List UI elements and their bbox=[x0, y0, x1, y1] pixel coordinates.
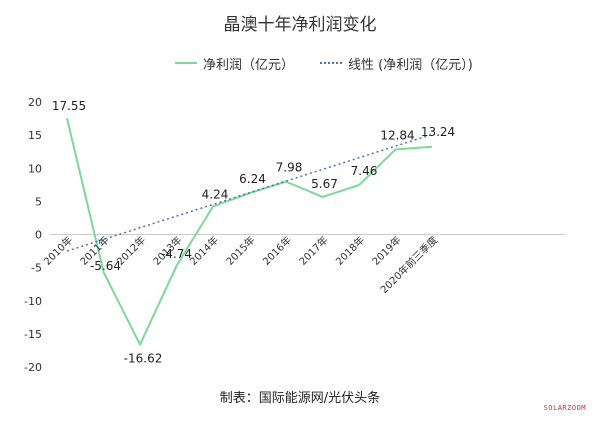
data-label: 12.84 bbox=[380, 128, 414, 142]
legend-label-net-profit: 净利润（亿元） bbox=[203, 57, 295, 73]
x-tick-label: 2017年 bbox=[296, 233, 330, 267]
data-label: -4.74 bbox=[161, 247, 192, 261]
y-tick-label: -10 bbox=[24, 295, 42, 308]
chart-legend: 净利润（亿元） 线性 (净利润（亿元）) bbox=[175, 53, 499, 73]
legend-swatch-trendline bbox=[320, 62, 343, 64]
data-label: 17.55 bbox=[52, 99, 86, 113]
data-label: 4.24 bbox=[202, 187, 229, 201]
y-tick-label: 20 bbox=[28, 96, 42, 109]
watermark: SOLARZOOM bbox=[543, 404, 586, 412]
y-tick-label: 15 bbox=[28, 129, 42, 142]
y-tick-label: -15 bbox=[24, 328, 42, 341]
legend-item-net-profit: 净利润（亿元） bbox=[175, 54, 294, 73]
chart-title: 晶澳十年净利润变化 bbox=[223, 15, 377, 35]
data-label: 13.24 bbox=[421, 125, 455, 139]
data-label: 7.46 bbox=[351, 164, 378, 178]
data-label: 5.67 bbox=[311, 177, 338, 191]
data-label: -5.64 bbox=[90, 259, 121, 273]
y-tick-label: -20 bbox=[24, 361, 42, 374]
legend-item-trendline: 线性 (净利润（亿元）) bbox=[320, 54, 473, 73]
x-tick-label: 2018年 bbox=[333, 233, 367, 267]
x-tick-label: 2010年 bbox=[41, 233, 75, 267]
x-tick-label: 2015年 bbox=[223, 233, 257, 267]
y-tick-label: -5 bbox=[31, 262, 42, 275]
x-tick-label: 2016年 bbox=[260, 233, 294, 267]
legend-swatch-net-profit bbox=[175, 62, 197, 64]
source-note: 制表：国际能源网/光伏头条 bbox=[219, 391, 381, 406]
y-tick-label: 0 bbox=[35, 229, 42, 242]
x-tick-label: 2019年 bbox=[369, 233, 403, 267]
data-label: -16.62 bbox=[124, 352, 163, 366]
legend-label-trendline: 线性 (净利润（亿元）) bbox=[348, 57, 473, 73]
data-label: 6.24 bbox=[239, 172, 266, 186]
y-tick-label: 5 bbox=[35, 195, 42, 208]
series-line-trendline bbox=[66, 133, 433, 252]
data-label: 7.98 bbox=[276, 161, 303, 175]
y-tick-label: 10 bbox=[28, 162, 42, 175]
